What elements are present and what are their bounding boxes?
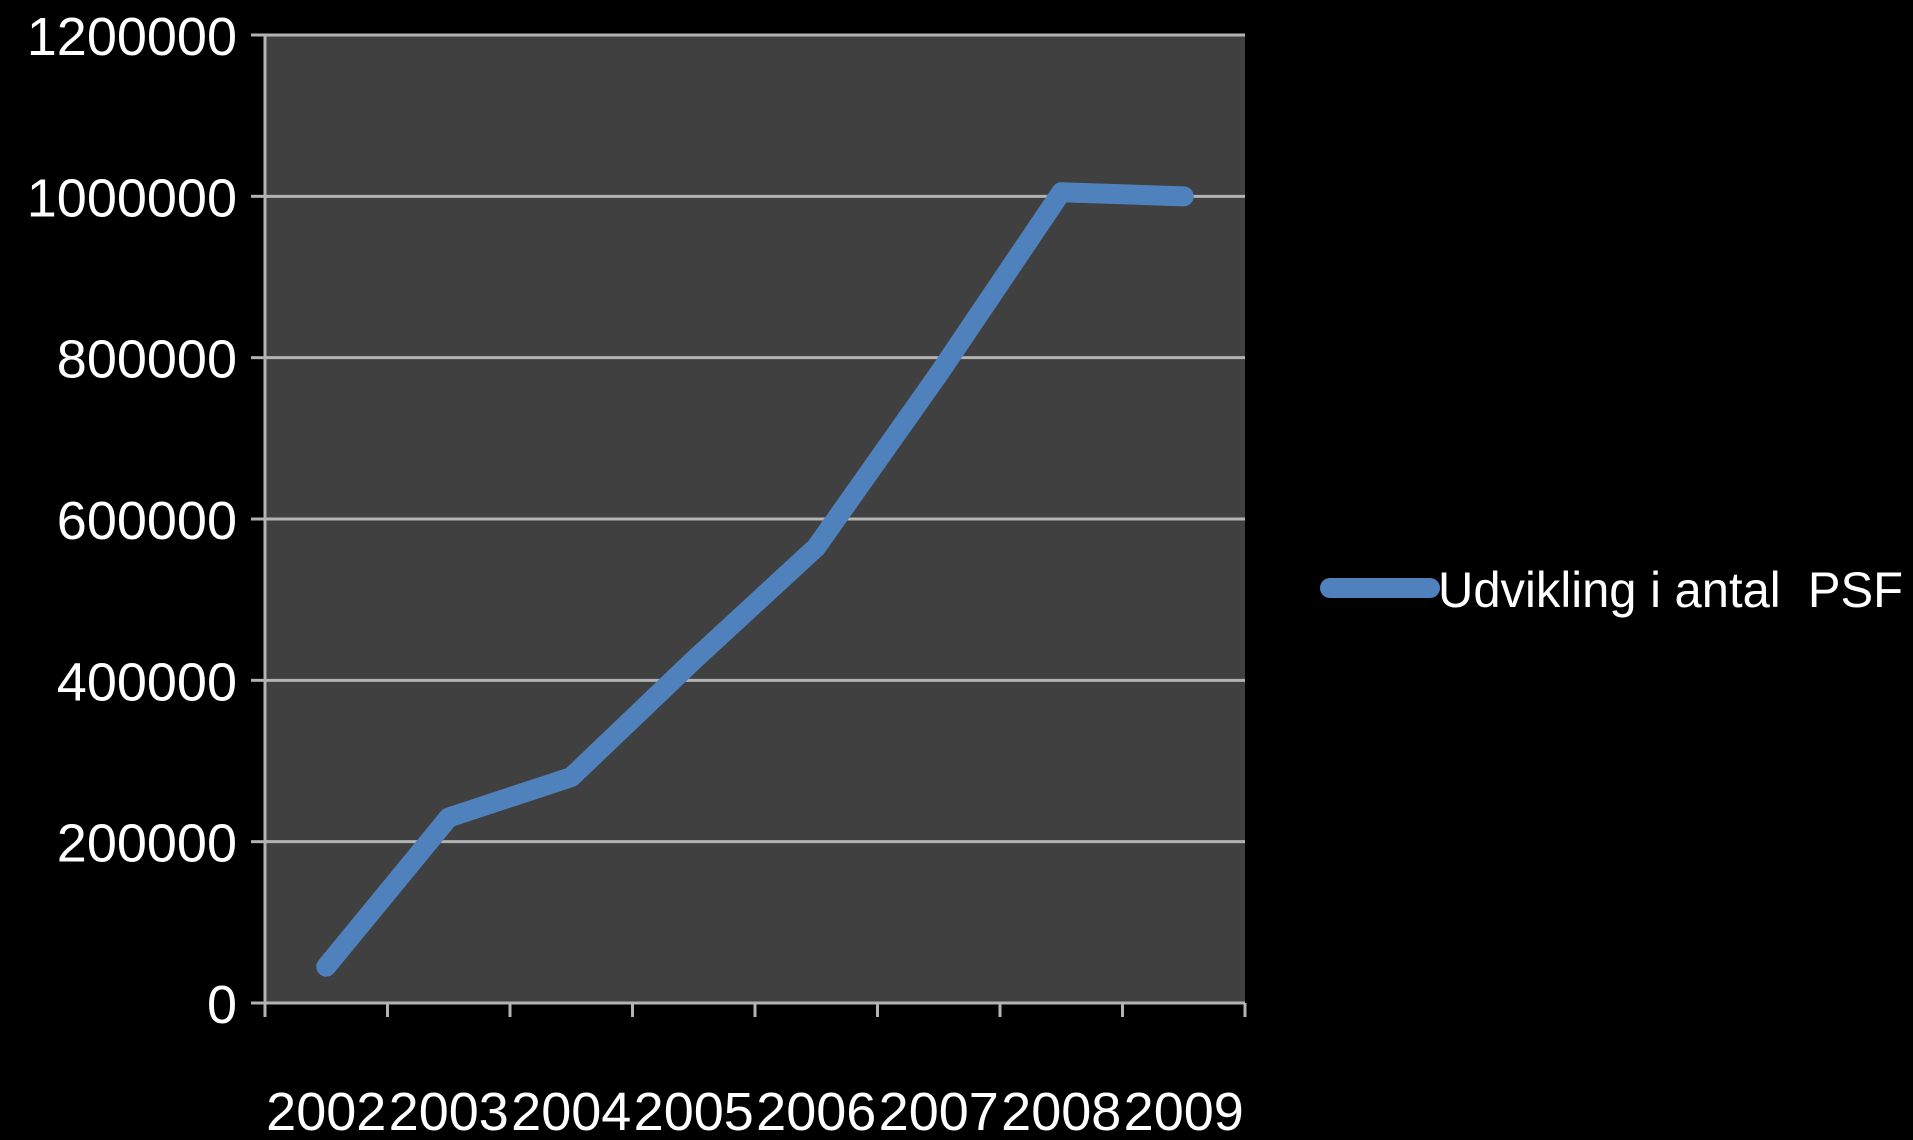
- x-tick-label: 2003: [389, 1082, 509, 1140]
- x-tick-label: 2007: [879, 1082, 999, 1140]
- data-point: [938, 373, 940, 375]
- y-tick-label: 200000: [57, 814, 237, 874]
- legend: Udvikling i antal PSF: [1330, 562, 1903, 618]
- legend-label: Udvikling i antal PSF: [1438, 562, 1903, 618]
- y-tick-label: 800000: [57, 330, 237, 390]
- x-tick-label: 2002: [266, 1082, 386, 1140]
- x-tick-label: 2004: [511, 1082, 631, 1140]
- data-point: [570, 776, 572, 778]
- data-point: [693, 659, 695, 661]
- data-point: [325, 966, 327, 968]
- y-tick-label: 0: [207, 975, 237, 1035]
- y-tick-label: 600000: [57, 491, 237, 551]
- data-point: [1183, 195, 1185, 197]
- x-tick-label: 2009: [1124, 1082, 1244, 1140]
- y-tick-label: 400000: [57, 652, 237, 712]
- data-point: [815, 546, 817, 548]
- x-tick-label: 2006: [756, 1082, 876, 1140]
- x-tick-label: 2008: [1001, 1082, 1121, 1140]
- x-axis: 2002 2003 2004 2005 2006 2007 2008 2009: [251, 1003, 1245, 1140]
- y-tick-label: 1000000: [27, 168, 237, 228]
- y-axis: 0 200000 400000 600000 800000 1000000 1200000: [27, 7, 265, 1035]
- x-tick-label: 2005: [634, 1082, 754, 1140]
- data-point: [448, 816, 450, 818]
- data-point: [1060, 191, 1062, 193]
- y-tick-label: 1200000: [27, 7, 237, 67]
